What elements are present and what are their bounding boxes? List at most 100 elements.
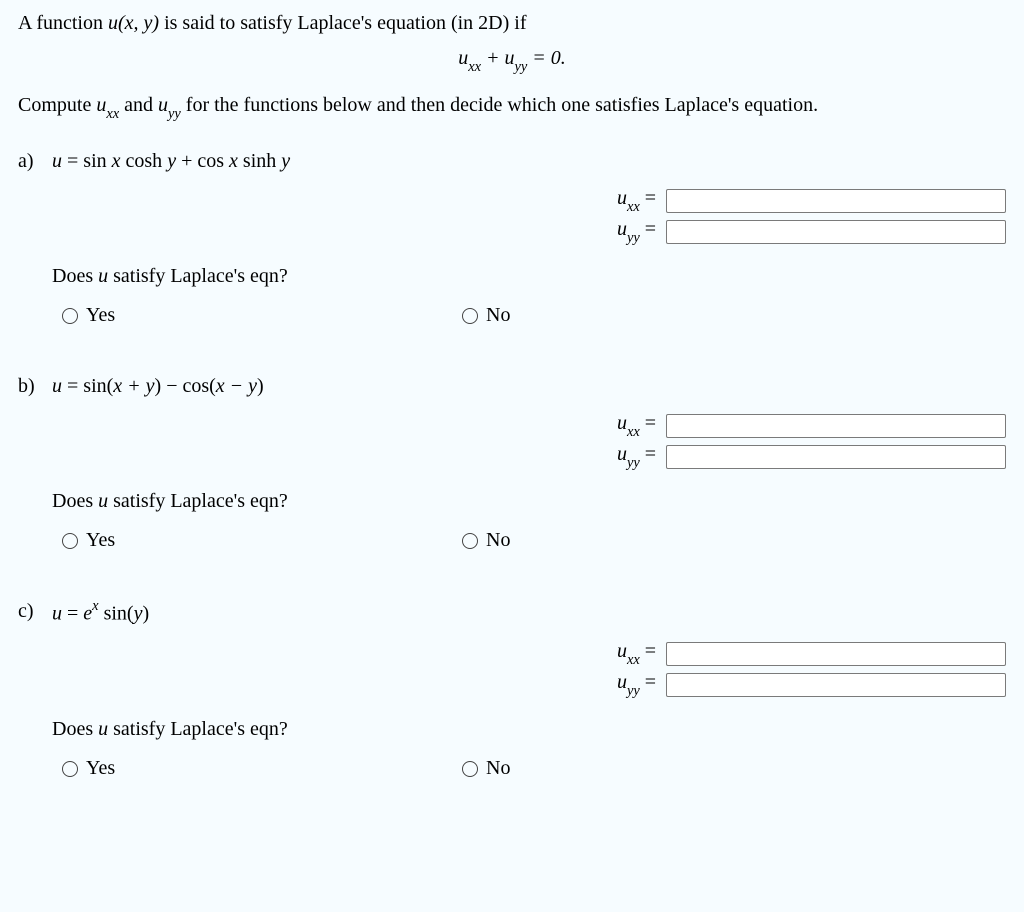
uxx-label: uxx = [600, 187, 666, 214]
uyy-label: uyy = [600, 443, 666, 470]
var-y: y [167, 150, 176, 172]
sub-yy: yy [168, 106, 181, 122]
uyy-label: uyy = [600, 218, 666, 245]
satisfy-question-b: Does u satisfy Laplace's eqn? [52, 490, 1006, 513]
text: sinh [238, 150, 281, 172]
no-label: No [486, 529, 510, 552]
var-u: u [617, 671, 627, 693]
radio-circle-icon [62, 533, 78, 549]
text: and [119, 94, 158, 116]
var-u: u [617, 640, 627, 662]
function-b: u = sin(x + y) − cos(x − y) [52, 375, 1006, 398]
uxx-label: uxx = [600, 412, 666, 439]
expr: x − y [216, 375, 257, 397]
var-u: u [98, 265, 108, 287]
radio-row-c: Yes No [52, 757, 1006, 780]
no-label: No [486, 757, 510, 780]
radio-no-b[interactable]: No [462, 529, 510, 552]
text: + cos [176, 150, 229, 172]
function-a: u = sin x cosh y + cos x sinh y [52, 150, 1006, 173]
radio-yes-a[interactable]: Yes [62, 304, 462, 327]
radio-yes-b[interactable]: Yes [62, 529, 462, 552]
text: Compute [18, 94, 96, 116]
part-b: b) u = sin(x + y) − cos(x − y) uxx = uyy… [18, 375, 1006, 552]
radio-row-a: Yes No [52, 304, 1006, 327]
text: cosh [121, 150, 168, 172]
equals: = [640, 671, 656, 693]
var-u: u [98, 718, 108, 740]
uyy-input-c[interactable] [666, 673, 1006, 697]
var-y: y [281, 150, 290, 172]
equals: = [640, 640, 656, 662]
no-label: No [486, 304, 510, 327]
uxx-input-c[interactable] [666, 642, 1006, 666]
var-u: u [52, 375, 62, 397]
text: ) [142, 603, 149, 625]
uxx-label: uxx = [600, 640, 666, 667]
answer-block-a: uxx = uyy = [600, 187, 1006, 245]
sub-xx: xx [627, 652, 640, 668]
part-c: c) u = ex sin(y) uxx = uyy = Does [18, 600, 1006, 780]
text: = sin [62, 150, 112, 172]
var-u: u [52, 150, 62, 172]
plus: + [481, 47, 505, 69]
uyy-input-b[interactable] [666, 445, 1006, 469]
radio-yes-c[interactable]: Yes [62, 757, 462, 780]
uxx-input-a[interactable] [666, 189, 1006, 213]
yes-label: Yes [86, 757, 115, 780]
var-u: u [617, 218, 627, 240]
sub-xx: xx [627, 199, 640, 215]
radio-circle-icon [462, 308, 478, 324]
text: satisfy Laplace's eqn? [108, 718, 288, 740]
instructions: Compute uxx and uyy for the functions be… [18, 92, 1006, 122]
function-c: u = ex sin(y) [52, 600, 1006, 626]
text: ) − cos( [155, 375, 216, 397]
var-x: x [112, 150, 121, 172]
var-u: u [458, 47, 468, 69]
sub-xx: xx [106, 106, 119, 122]
var-x: x [229, 150, 238, 172]
function-notation: u(x, y) [108, 12, 159, 34]
satisfy-question-c: Does u satisfy Laplace's eqn? [52, 718, 1006, 741]
sub-yy: yy [627, 230, 640, 246]
text: A function [18, 12, 108, 34]
text: ) [257, 375, 264, 397]
satisfy-question-a: Does u satisfy Laplace's eqn? [52, 265, 1006, 288]
text: = sin( [62, 375, 113, 397]
var-u: u [617, 412, 627, 434]
equals: = [640, 412, 656, 434]
text: is said to satisfy Laplace's equation (i… [159, 12, 526, 34]
radio-no-a[interactable]: No [462, 304, 510, 327]
sub-yy: yy [515, 59, 528, 75]
yes-label: Yes [86, 304, 115, 327]
radio-circle-icon [462, 761, 478, 777]
radio-circle-icon [462, 533, 478, 549]
uyy-input-a[interactable] [666, 220, 1006, 244]
yes-label: Yes [86, 529, 115, 552]
var-u: u [617, 443, 627, 465]
var-u: u [98, 490, 108, 512]
text: satisfy Laplace's eqn? [108, 265, 288, 287]
sub-xx: xx [627, 424, 640, 440]
sub-yy: yy [627, 455, 640, 471]
uxx-input-b[interactable] [666, 414, 1006, 438]
text: for the functions below and then decide … [181, 94, 818, 116]
equals-zero: = 0. [527, 47, 566, 69]
var-u: u [505, 47, 515, 69]
radio-circle-icon [62, 761, 78, 777]
text: sin( [99, 603, 134, 625]
question-page: A function u(x, y) is said to satisfy La… [0, 0, 1024, 802]
radio-no-c[interactable]: No [462, 757, 510, 780]
sub-yy: yy [627, 683, 640, 699]
var-u: u [617, 187, 627, 209]
var-e: e [83, 603, 92, 625]
var-u: u [96, 94, 106, 116]
part-label-b: b) [18, 375, 52, 398]
text: Does [52, 265, 98, 287]
var-u: u [52, 603, 62, 625]
part-label-c: c) [18, 600, 52, 623]
sup-x: x [92, 598, 98, 614]
laplace-equation: uxx + uyy = 0. [18, 47, 1006, 74]
equals: = [640, 187, 656, 209]
sub-xx: xx [468, 59, 481, 75]
